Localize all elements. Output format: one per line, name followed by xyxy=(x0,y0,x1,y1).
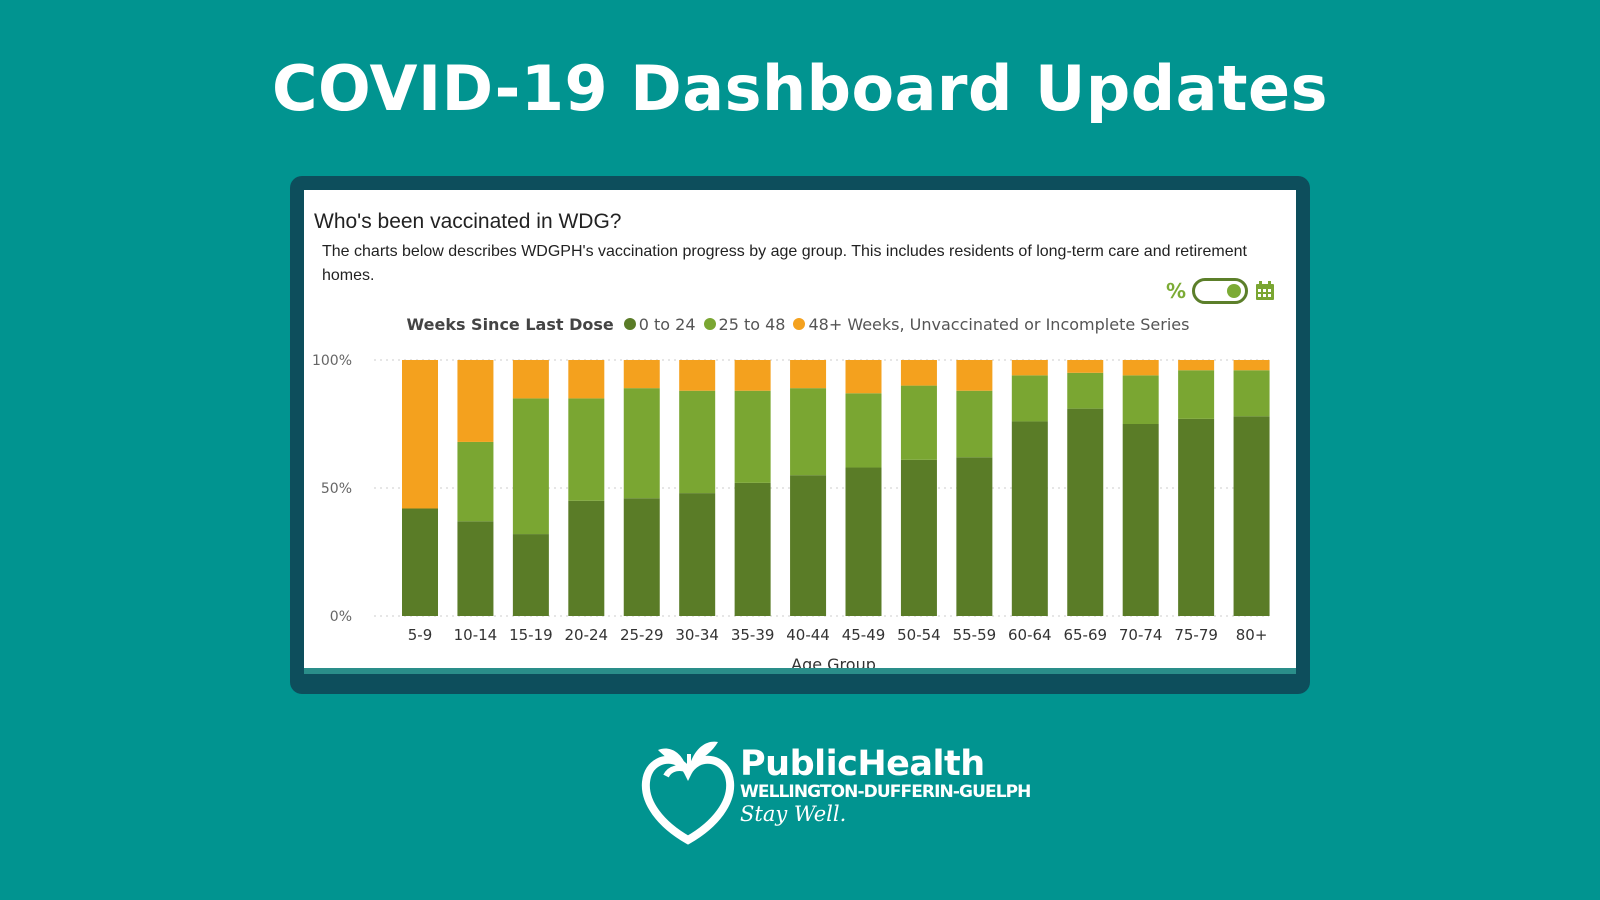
bar-segment[interactable] xyxy=(1178,360,1215,371)
x-axis-title: Age Group xyxy=(791,655,876,668)
bar-segment[interactable] xyxy=(790,360,827,389)
x-tick-label: 60-64 xyxy=(1008,626,1052,644)
page-headline: COVID-19 Dashboard Updates xyxy=(271,52,1329,125)
toggle-knob xyxy=(1227,284,1242,298)
percent-icon: % xyxy=(1166,279,1187,303)
bar-segment[interactable] xyxy=(956,360,993,391)
x-tick-label: 75-79 xyxy=(1174,626,1218,644)
x-tick-label: 40-44 xyxy=(786,626,830,644)
x-tick-label: 10-14 xyxy=(454,626,498,644)
bar-segment[interactable] xyxy=(734,360,771,391)
bar-segment[interactable] xyxy=(623,360,660,389)
logo-name: PublicHealth xyxy=(740,744,985,784)
bar-segment[interactable] xyxy=(845,467,882,616)
logo-tagline: Stay Well. xyxy=(740,802,847,826)
legend-dot xyxy=(703,318,716,330)
y-tick-label: 0% xyxy=(330,609,352,625)
legend-label: 25 to 48 xyxy=(718,314,786,334)
bar-segment[interactable] xyxy=(734,482,771,616)
stacked-bar-chart: 0% 50% 100% 5-9 10-14 15-19 20-24 25-29 30-34 35-… xyxy=(312,353,1270,668)
bar-segment[interactable] xyxy=(845,360,882,394)
bar-segment[interactable] xyxy=(1178,418,1215,616)
public-health-logo: PublicHealth WELLINGTON-DUFFERIN-GUELPH … xyxy=(640,736,1031,856)
bar-segment[interactable] xyxy=(956,390,993,458)
bar-segment[interactable] xyxy=(1011,360,1048,376)
x-tick-label: 65-69 xyxy=(1063,626,1107,644)
bar-segment[interactable] xyxy=(512,398,549,535)
logo-region: WELLINGTON-DUFFERIN-GUELPH xyxy=(740,782,1031,802)
bar-segment[interactable] xyxy=(900,360,937,386)
bar-segment[interactable] xyxy=(900,459,937,616)
legend-title: Weeks Since Last Dose xyxy=(406,314,614,334)
bar-segment[interactable] xyxy=(1233,370,1270,417)
x-tick-label: 45-49 xyxy=(842,626,886,644)
dashboard-frame: Who's been vaccinated in WDG? The charts… xyxy=(290,176,1310,694)
chart-legend: Weeks Since Last Dose 0 to 24 25 to 48 4… xyxy=(304,312,1296,336)
x-tick-label: 5-9 xyxy=(408,626,433,644)
x-tick-label: 25-29 xyxy=(620,626,664,644)
panel-description: The charts below describes WDGPH's vacci… xyxy=(322,243,1247,284)
bar-segment[interactable] xyxy=(1011,421,1048,616)
x-tick-label: 35-39 xyxy=(731,626,775,644)
bar-segment[interactable] xyxy=(402,360,438,509)
x-tick-label: 70-74 xyxy=(1119,626,1163,644)
bar-segment[interactable] xyxy=(956,457,993,616)
bar-segment[interactable] xyxy=(457,360,494,442)
bar-segment[interactable] xyxy=(568,360,605,399)
bar-segment[interactable] xyxy=(1067,372,1104,409)
bar-segment[interactable] xyxy=(790,475,827,616)
legend-label: 0 to 24 xyxy=(638,314,696,334)
bar-segment[interactable] xyxy=(1122,360,1159,376)
bar-segment[interactable] xyxy=(623,498,660,616)
bar-segment[interactable] xyxy=(457,441,494,522)
bar-segment[interactable] xyxy=(568,500,605,616)
bar-segment[interactable] xyxy=(790,388,827,476)
bar-segment[interactable] xyxy=(900,385,937,460)
bar-segment[interactable] xyxy=(734,390,771,483)
bar-segment[interactable] xyxy=(845,393,882,468)
apple-heart-logo-icon xyxy=(641,741,735,845)
x-tick-label: 30-34 xyxy=(675,626,719,644)
bar-segment[interactable] xyxy=(1233,360,1270,371)
bar-segment[interactable] xyxy=(1011,375,1048,422)
bar-segment[interactable] xyxy=(1067,408,1104,616)
bar-segment[interactable] xyxy=(1122,424,1159,616)
bar-segment[interactable] xyxy=(623,388,660,499)
bar-segment[interactable] xyxy=(457,521,494,616)
y-tick-label: 50% xyxy=(321,481,352,497)
panel-title: Who's been vaccinated in WDG? xyxy=(314,210,622,233)
view-toggle[interactable]: % xyxy=(1166,276,1276,306)
x-tick-label: 50-54 xyxy=(897,626,941,644)
legend-label: 48+ Weeks, Unvaccinated or Incomplete Se… xyxy=(808,314,1190,334)
legend-dot xyxy=(623,318,636,330)
bar-segment[interactable] xyxy=(679,390,716,494)
logo-text: PublicHealth WELLINGTON-DUFFERIN-GUELPH … xyxy=(740,744,1031,826)
x-tick-label: 20-24 xyxy=(565,626,609,644)
bar-segment[interactable] xyxy=(679,360,716,391)
y-tick-label: 100% xyxy=(312,353,352,369)
bar-segment[interactable] xyxy=(402,508,438,616)
bar-segment[interactable] xyxy=(1067,360,1104,373)
bar-segment[interactable] xyxy=(512,534,549,616)
bar-segment[interactable] xyxy=(1178,370,1215,419)
legend-item-0-24[interactable]: 0 to 24 xyxy=(623,314,696,334)
legend-dot xyxy=(793,318,806,330)
bar-segment[interactable] xyxy=(1233,416,1270,616)
bar-segment[interactable] xyxy=(568,398,605,501)
x-tick-label: 80+ xyxy=(1236,626,1268,644)
legend-item-48-plus[interactable]: 48+ Weeks, Unvaccinated or Incomplete Se… xyxy=(793,315,1189,334)
toggle-switch[interactable] xyxy=(1192,278,1249,304)
bar-segment[interactable] xyxy=(1122,375,1159,424)
calendar-icon xyxy=(1256,281,1275,300)
legend-item-25-48[interactable]: 25 to 48 xyxy=(703,314,786,334)
bar-segment[interactable] xyxy=(679,493,716,616)
x-tick-label: 15-19 xyxy=(509,626,553,644)
x-tick-label: 55-59 xyxy=(953,626,997,644)
dashboard-panel: Who's been vaccinated in WDG? The charts… xyxy=(304,190,1296,674)
bar-segment[interactable] xyxy=(512,360,549,399)
